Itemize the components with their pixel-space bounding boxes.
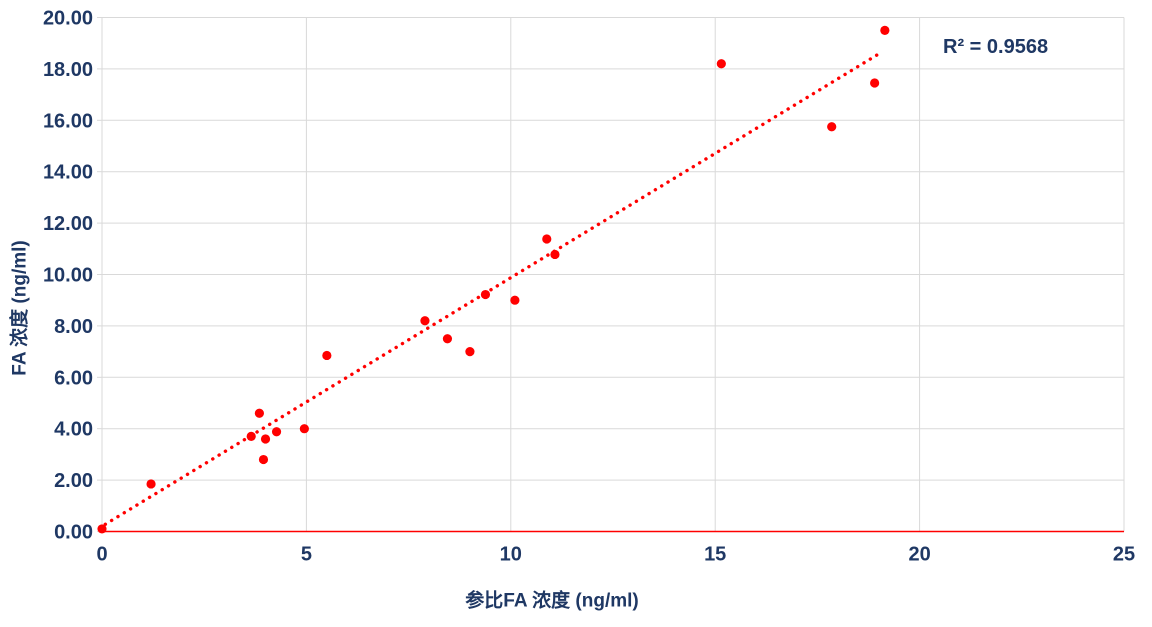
y-tick-label: 10.00 xyxy=(43,265,93,287)
x-tick-label: 5 xyxy=(301,544,312,566)
x-axis-title: 参比FA 浓度 (ng/ml) xyxy=(465,590,639,612)
data-point xyxy=(146,479,156,489)
data-point xyxy=(260,434,271,444)
y-tick-label: 20.00 xyxy=(43,8,93,30)
data-point xyxy=(254,408,264,418)
y-tick-label: 4.00 xyxy=(54,419,93,441)
x-tick-label: 25 xyxy=(1113,544,1135,566)
data-point xyxy=(420,316,430,326)
data-point xyxy=(246,431,256,442)
y-tick-label: 18.00 xyxy=(43,59,93,81)
data-point xyxy=(465,347,475,357)
y-tick-label: 14.00 xyxy=(43,162,93,184)
data-point xyxy=(322,350,332,361)
data-point xyxy=(299,424,309,434)
x-tick-label: 10 xyxy=(500,544,522,566)
data-point xyxy=(510,295,520,305)
data-point xyxy=(271,427,282,437)
x-tick-label: 20 xyxy=(908,544,930,566)
y-tick-label: 8.00 xyxy=(54,316,93,338)
y-tick-label: 6.00 xyxy=(54,367,93,389)
data-point xyxy=(880,25,890,35)
y-tick-label: 12.00 xyxy=(43,213,93,235)
y-tick-label: 2.00 xyxy=(54,470,93,492)
y-axis-title: FA 浓度 (ng/ml) xyxy=(9,240,31,376)
data-point xyxy=(97,524,107,534)
data-point xyxy=(827,122,837,132)
data-point xyxy=(870,78,880,88)
data-point xyxy=(442,334,453,344)
data-point xyxy=(258,454,269,465)
r-squared-label: R² = 0.9568 xyxy=(943,36,1049,58)
data-point xyxy=(716,59,726,69)
x-tick-label: 0 xyxy=(96,544,107,566)
data-point xyxy=(480,289,491,300)
x-tick-label: 15 xyxy=(704,544,726,566)
data-point xyxy=(542,234,552,244)
data-point xyxy=(550,249,560,260)
y-tick-label: 16.00 xyxy=(43,110,93,132)
trendline xyxy=(103,49,885,527)
y-tick-label: 0.00 xyxy=(54,522,93,544)
